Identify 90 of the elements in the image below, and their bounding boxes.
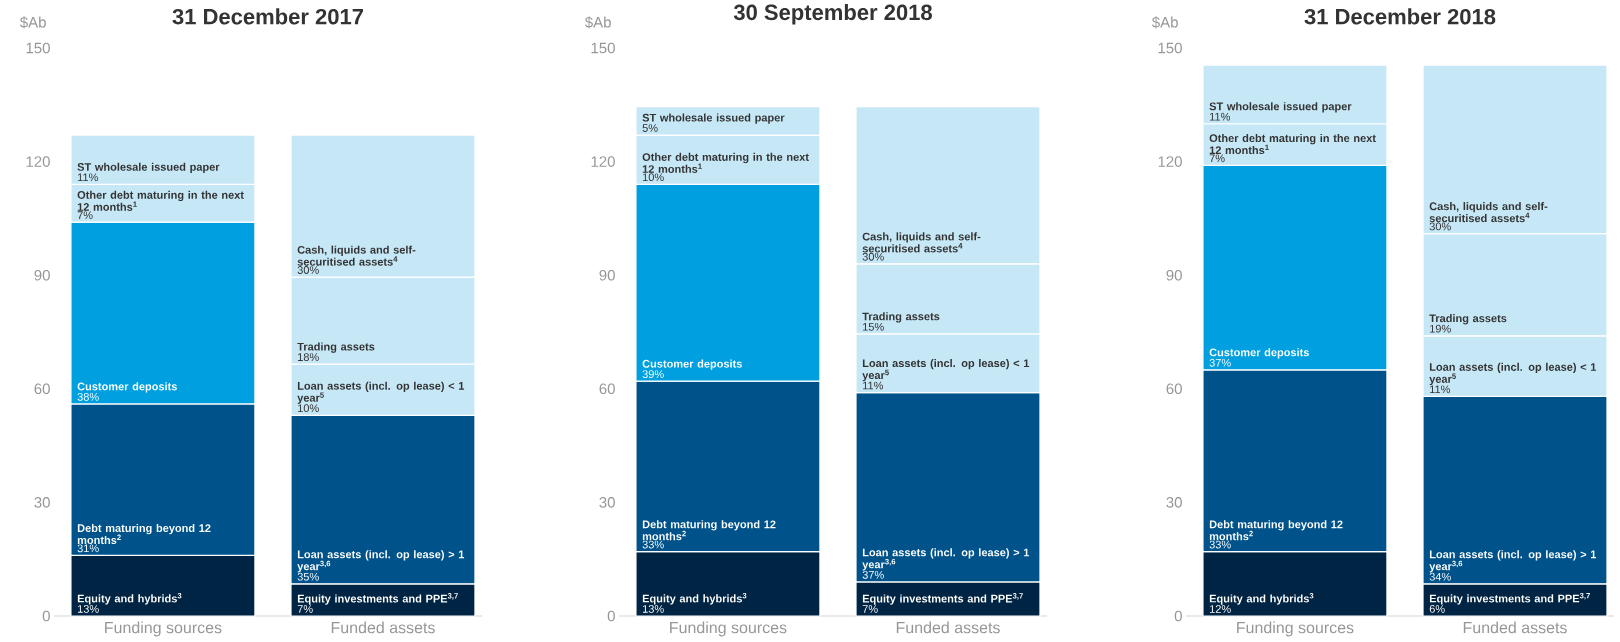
annotation: 30% [1429,222,1451,231]
annotation: 39% [642,370,664,379]
series-label: Equity and hybrids$^{3}$ [642,593,747,605]
series-label: Equity investments and PPE$^{3,7}$ [297,593,458,605]
annotation: 7% [297,605,313,613]
series-label: ST wholesale issued paper [77,162,220,174]
annotation: 19% [1430,324,1451,333]
series-label: Customer deposits [77,382,177,393]
annotation: 7% [77,211,93,219]
chart-title: 31 December 2018 [1304,8,1496,25]
annotation: 37% [862,570,884,579]
annotation: 7% [862,605,878,613]
x-tick-label: Funded assets [896,621,1000,634]
x-tick-label: Funding sources [1237,621,1354,637]
series-label: Loan assets (incl. op lease) > 1 year$^{3,6}$ [1429,550,1597,573]
series-label: Equity investments and PPE$^{3,7}$ [1429,593,1590,605]
annotation: 11% [1430,385,1451,394]
series-label: Trading assets [862,312,940,323]
series-label: Equity and hybrids$^{3}$ [77,593,182,605]
y-tick-label: 60 [1166,383,1182,395]
series-label: Loan assets (incl. op lease) > 1 year$^{3,6}$ [297,550,465,573]
x-tick-label: Funded assets [1463,621,1567,634]
annotation: 38% [77,392,99,401]
annotation: 31% [77,544,99,553]
annotation: 7% [1209,154,1225,163]
y-tick-label: 150 [1158,42,1182,54]
series-label: Loan assets (incl. op lease) > 1 year$^{3,6}$ [862,548,1030,571]
annotation: 33% [1209,540,1231,549]
y-tick-label: 120 [1158,156,1182,167]
series-label: Customer deposits [642,359,742,370]
series-label: Loan assets (incl. op lease) < 1 year$^{5}$ [862,359,1030,382]
series-label: Debt maturing beyond 12 months$^{2}$ [642,520,776,541]
y-tick-label: 90 [1166,269,1182,281]
y-tick-label: 90 [599,269,615,281]
series-label: ST wholesale issued paper [642,113,785,124]
y-tick-label: 120 [26,156,50,167]
x-tick-label: Funding sources [105,621,222,637]
series-label: Debt maturing beyond 12 months$^{2}$ [77,523,211,545]
y-tick-label: 0 [42,610,50,622]
series-label: Loan assets (incl. op lease) < 1 year$^{5}$ [297,381,465,404]
y-tick-label: 120 [591,156,615,167]
series-label: Trading assets [297,342,375,353]
series-label: ST wholesale issued paper [1209,102,1352,113]
y-tick-label: 150 [26,42,50,54]
annotation: 33% [642,540,664,549]
series-label: Other debt maturing in the next 12 months$^{1}$ [77,190,244,211]
y-tick-label: 90 [34,269,50,281]
annotation: 11% [77,173,98,182]
series-label: Trading assets [1429,314,1507,325]
series-label: Cash, liquids and self-securitised assets$^{4}$ [1429,202,1548,223]
chart-title: 30 September 2018 [733,3,932,25]
annotation: 11% [863,381,884,390]
series-label: Other debt maturing in the next 12 months$^{1}$ [642,152,809,173]
annotation: 30% [862,252,884,261]
y-axis-title: $Ab [584,16,611,29]
series-label: Cash, liquids and self-securitised assets$^{4}$ [862,232,981,253]
y-tick-label: 60 [34,383,50,395]
x-tick-label: Funding sources [670,621,787,637]
annotation: 35% [297,572,319,581]
y-tick-label: 30 [1166,497,1182,508]
annotation: 13% [642,605,664,613]
series-label: Debt maturing beyond 12 months$^{2}$ [1209,520,1343,541]
annotation: 6% [1429,605,1445,613]
y-tick-label: 30 [34,497,50,508]
series-label: Other debt maturing in the next 12 months$^{1}$ [1209,134,1376,155]
annotation: 15% [863,322,884,331]
annotation: 34% [1429,572,1451,581]
annotation: 12% [1210,605,1231,613]
annotation: 18% [298,353,319,361]
annotation: 37% [1209,358,1231,367]
annotation: 10% [298,404,319,413]
y-tick-label: 0 [607,610,615,622]
series-label: Customer deposits [1209,348,1309,359]
y-tick-label: 30 [599,497,615,508]
y-axis-title: $Ab [1151,16,1178,29]
series-label: Equity and hybrids$^{3}$ [1209,593,1314,605]
series-label: Loan assets (incl. op lease) < 1 year$^{5}$ [1429,362,1597,386]
annotation: 5% [642,124,658,132]
y-tick-label: 60 [599,383,615,395]
series-label: Equity investments and PPE$^{3,7}$ [862,593,1023,605]
annotation: 11% [1210,112,1230,121]
annotation: 10% [642,173,664,182]
series-label: Cash, liquids and self-securitised assets$^{4}$ [297,245,416,266]
y-axis-title: $Ab [19,16,46,29]
x-tick-label: Funded assets [331,621,435,634]
annotation: 30% [297,266,319,274]
y-tick-label: 150 [591,42,615,54]
annotation: 13% [77,605,99,613]
chart-title: 31 December 2017 [172,8,363,25]
y-tick-label: 0 [1174,610,1182,622]
